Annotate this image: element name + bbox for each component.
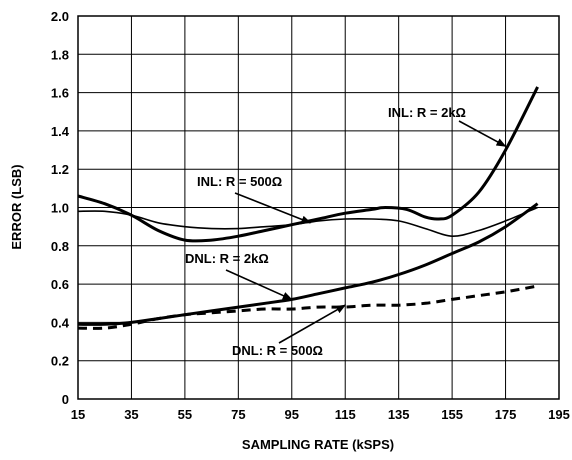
x-tick-label: 35: [124, 407, 138, 422]
y-tick-label: 0.8: [51, 239, 69, 254]
plot-frame: [77, 15, 560, 400]
y-tick-label: 1.4: [51, 124, 70, 139]
series-line-dnl-r-500: [77, 284, 538, 330]
annotation-arrow: [278, 304, 347, 344]
x-tick-label: 15: [71, 407, 85, 422]
annotation-arrow: [458, 120, 507, 147]
y-tick-label: 0.6: [51, 277, 69, 292]
y-axis-label: ERROR (LSB): [9, 164, 24, 249]
y-tick-label: 1.6: [51, 86, 69, 101]
x-tick-label: 135: [388, 407, 410, 422]
y-tick-label: 0.4: [51, 315, 70, 330]
x-axis-label: SAMPLING RATE (kSPS): [242, 437, 394, 452]
annotation-label-dnl-r-500: DNL: R = 500Ω: [232, 343, 323, 358]
y-tick-label: 0.2: [51, 354, 69, 369]
y-tick-labels: 0 0.2 0.4 0.6 0.8 1.0 1.2 1.4 1.6 1.8 2.0: [51, 9, 70, 407]
annotation-label-dnl-r-2k: DNL: R = 2kΩ: [185, 251, 269, 266]
annotation-arrow: [234, 192, 312, 224]
x-tick-label: 155: [441, 407, 463, 422]
annotation-label-inl-r-2k: INL: R = 2kΩ: [388, 105, 466, 120]
annotation-arrow: [225, 269, 293, 301]
x-tick-label: 55: [178, 407, 192, 422]
x-tick-label: 195: [548, 407, 570, 422]
x-tick-labels: 15 35 55 75 95 115 135 155 175 195: [71, 407, 570, 422]
y-tick-label: 1.0: [51, 201, 69, 216]
series-group: [77, 86, 539, 330]
annotations-group: INL: R = 2kΩ INL: R = 500Ω DNL: R = 2kΩ DNL…: [185, 105, 507, 358]
y-tick-label: 0: [62, 392, 69, 407]
series-line-inl-r-2k: [77, 86, 539, 243]
grid: [78, 16, 559, 399]
x-tick-label: 115: [335, 407, 356, 422]
y-tick-label: 1.2: [51, 162, 69, 177]
annotation-label-inl-r-500: INL: R = 500Ω: [197, 174, 282, 189]
y-tick-label: 2.0: [51, 9, 69, 24]
x-tick-label: 175: [495, 407, 517, 422]
y-tick-label: 1.8: [51, 47, 69, 62]
x-tick-label: 75: [231, 407, 245, 422]
x-tick-label: 95: [285, 407, 299, 422]
